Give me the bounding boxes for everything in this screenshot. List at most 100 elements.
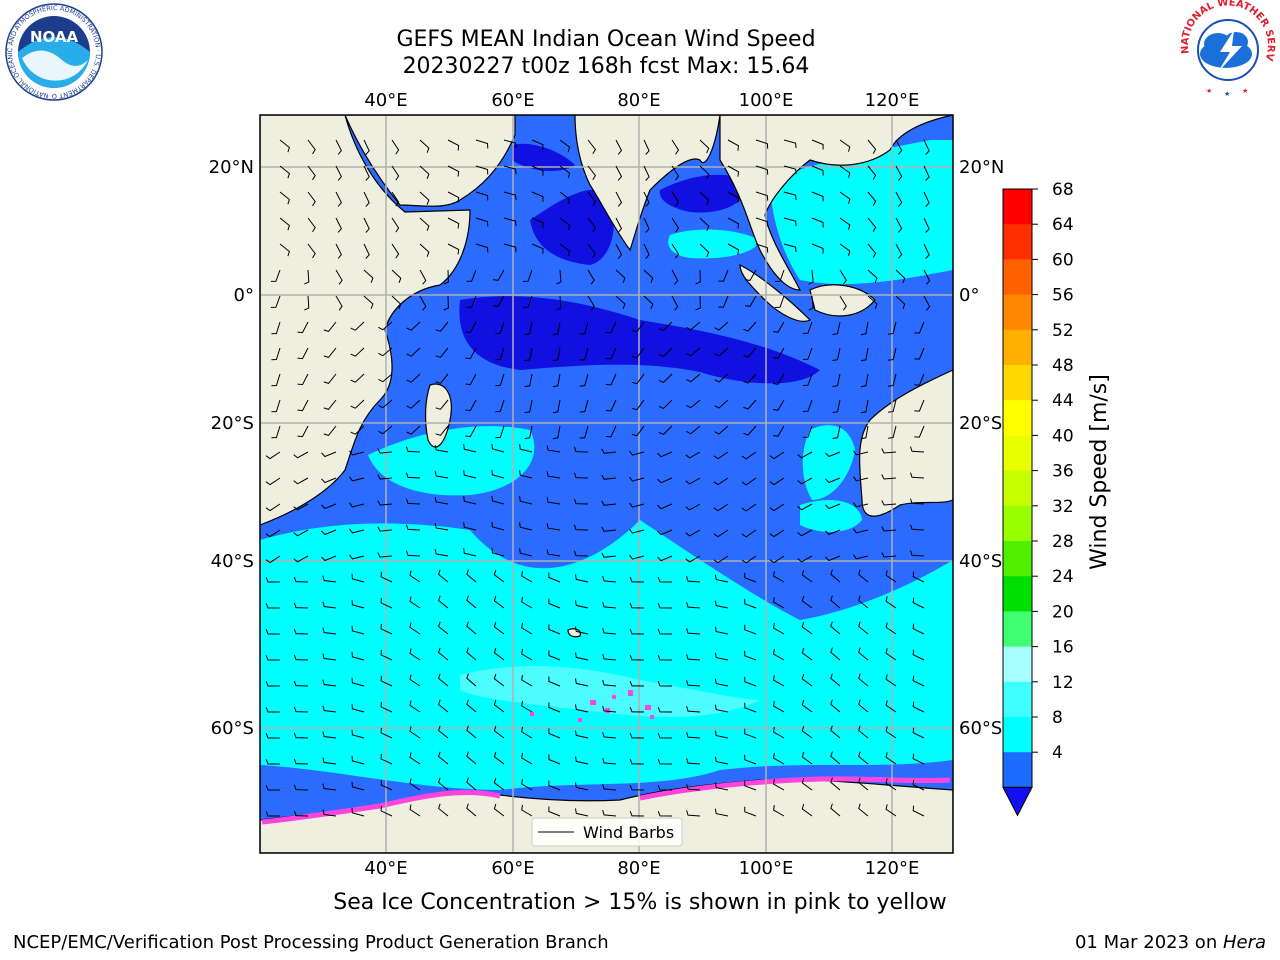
- wind-barb: [772, 425, 785, 437]
- wind-barb: [657, 555, 673, 562]
- wind-barb: [519, 470, 533, 479]
- wind-barb: [686, 576, 701, 583]
- wind-barb: [447, 243, 460, 255]
- wind-barb: [744, 806, 757, 817]
- wind-barb: [714, 652, 729, 661]
- wind-barb: [552, 321, 561, 336]
- wind-barb: [409, 648, 421, 661]
- wind-barb: [575, 626, 589, 635]
- lon-tick-bottom: 40°E: [364, 858, 407, 879]
- wind-barb: [888, 425, 897, 439]
- wind-barb: [658, 373, 673, 383]
- wind-barb: [503, 165, 517, 175]
- wind-barb: [559, 139, 571, 153]
- wind-barb: [307, 217, 316, 233]
- wind-barb: [546, 523, 561, 531]
- wind-barb: [351, 625, 365, 635]
- wind-barb: [573, 550, 589, 557]
- wind-barb: [744, 598, 757, 609]
- wind-barb: [801, 595, 813, 609]
- wind-barb: [521, 778, 533, 791]
- wind-barb: [629, 733, 645, 739]
- lat-tick-left: 0°: [234, 285, 254, 306]
- wind-barb: [686, 654, 701, 661]
- wind-barb: [307, 243, 316, 259]
- wind-barb: [605, 399, 617, 412]
- wind-barb: [293, 576, 309, 583]
- wind-barb: [409, 622, 421, 635]
- wind-barb: [881, 552, 897, 558]
- wind-barb: [853, 476, 869, 482]
- wind-barb: [466, 725, 477, 739]
- wind-barb: [495, 425, 505, 439]
- wind-barb: [773, 649, 785, 661]
- wind-barb: [293, 503, 309, 511]
- wind-barb: [744, 754, 757, 765]
- wind-barb: [363, 295, 374, 309]
- wind-barb: [699, 217, 710, 232]
- wind-barb: [741, 451, 757, 460]
- legend-label: Wind Barbs: [583, 823, 674, 842]
- wind-barb: [657, 629, 673, 635]
- noaa-logo-text: NOAA: [30, 28, 79, 46]
- wind-barb: [438, 569, 449, 583]
- wind-barb: [714, 425, 729, 435]
- wind-barb: [629, 603, 645, 609]
- wind-barb: [321, 503, 337, 510]
- wind-barb: [443, 269, 449, 285]
- wind-barb: [605, 425, 617, 438]
- wind-barb: [409, 726, 421, 739]
- wind-barb: [797, 555, 813, 563]
- wind-barb: [265, 555, 281, 564]
- wind-barb: [912, 805, 925, 817]
- wind-barb: [409, 700, 421, 713]
- colorbar-segment: [1003, 259, 1032, 296]
- wind-barb: [531, 191, 544, 202]
- wind-barb: [774, 269, 785, 282]
- lat-tick-right: 40°S: [959, 551, 1002, 572]
- wind-barb: [773, 779, 785, 791]
- wind-barb: [391, 191, 400, 207]
- colorbar-segment: [1003, 189, 1032, 225]
- wind-barb: [378, 347, 393, 357]
- wind-barb: [714, 730, 729, 739]
- wind-barb: [602, 653, 617, 661]
- wind-barb: [322, 757, 337, 765]
- wind-barb: [322, 627, 337, 635]
- colorbar-under-arrow: [1002, 786, 1033, 817]
- wind-barb: [923, 165, 930, 181]
- wind-barb: [853, 450, 869, 456]
- wind-barb: [643, 165, 650, 181]
- wind-barb: [615, 139, 623, 155]
- wind-barb: [552, 373, 561, 388]
- sea-ice-note: Sea Ice Concentration > 15% is shown in …: [333, 890, 947, 915]
- wind-barb: [349, 528, 365, 534]
- wind-barb: [699, 243, 710, 258]
- wind-barb: [351, 599, 365, 609]
- wind-barb: [521, 726, 533, 739]
- wind-patch-bay-bengal: [668, 229, 760, 259]
- wind-barb: [548, 780, 561, 791]
- wind-barb: [265, 629, 280, 635]
- wind-barb: [293, 555, 309, 563]
- wind-barb: [769, 555, 785, 564]
- wind-barb: [438, 673, 449, 687]
- wind-barb: [885, 752, 897, 765]
- wind-barb: [657, 733, 673, 739]
- wind-barb: [615, 269, 626, 283]
- wind-barb: [493, 751, 505, 765]
- wind-barb: [657, 603, 673, 609]
- wind-barb: [686, 732, 701, 739]
- wind-barb: [465, 373, 477, 386]
- wind-barb: [714, 678, 729, 687]
- wind-barb: [914, 425, 925, 438]
- wind-barb: [475, 139, 489, 149]
- wind-barb: [531, 165, 544, 176]
- wind-barb: [914, 399, 925, 412]
- wind-barb: [912, 753, 925, 765]
- wind-barb: [391, 139, 400, 155]
- wind-barb: [885, 674, 897, 687]
- wind-barb: [783, 165, 797, 175]
- wind-barb: [685, 555, 701, 563]
- wind-barb: [686, 602, 701, 609]
